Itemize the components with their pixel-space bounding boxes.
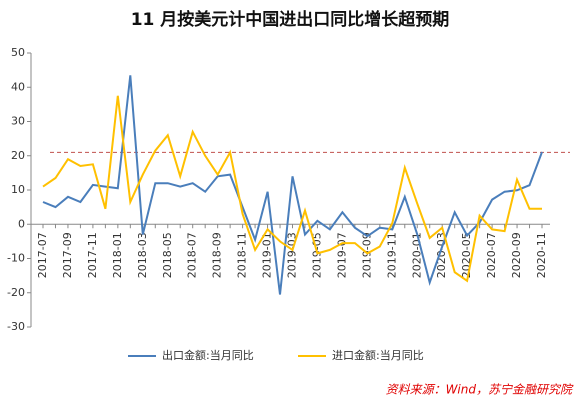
y-tick-label: 30 (11, 115, 25, 128)
legend-label: 进口金额:当月同比 (332, 348, 424, 362)
x-tick-label: 2019-11 (385, 232, 398, 278)
x-tick-label: 2018-03 (136, 232, 149, 278)
x-tick-label: 2020-11 (535, 232, 548, 278)
legend-label: 出口金额:当月同比 (162, 348, 254, 362)
source-note: 资料来源：Wind，苏宁金融研究院 (386, 383, 574, 397)
x-tick-label: 2019-01 (261, 232, 274, 278)
y-tick-label: 0 (18, 217, 25, 230)
x-tick-label: 2020-09 (510, 232, 523, 278)
x-tick-label: 2020-07 (485, 232, 498, 278)
y-tick-label: -20 (7, 286, 25, 299)
data-line (42, 95, 542, 283)
y-tick-label: 40 (11, 80, 25, 93)
x-tick-label: 2018-07 (186, 232, 199, 278)
chart-title: 11 月按美元计中国进出口同比增长超预期 (131, 9, 450, 30)
x-tick-label: 2018-05 (161, 232, 174, 278)
y-tick-label: 20 (11, 149, 25, 162)
y-tick-label: 10 (11, 183, 25, 196)
x-tick-label: 2017-09 (61, 232, 74, 278)
y-tick-label: -30 (7, 320, 25, 333)
y-tick-label: -10 (7, 252, 25, 265)
x-tick-label: 2017-11 (86, 232, 99, 278)
x-tick-label: 2020-03 (435, 232, 448, 278)
x-tick-label: 2017-07 (36, 232, 49, 278)
x-tick-label: 2020-01 (410, 232, 423, 278)
x-tick-label: 2019-07 (335, 232, 348, 278)
x-tick-label: 2018-09 (211, 232, 224, 278)
y-tick-label: 50 (11, 46, 25, 59)
x-tick-label: 2019-09 (360, 232, 373, 278)
data-line (42, 75, 543, 295)
x-tick-label: 2018-01 (111, 232, 124, 278)
x-tick-label: 2018-11 (236, 232, 249, 278)
